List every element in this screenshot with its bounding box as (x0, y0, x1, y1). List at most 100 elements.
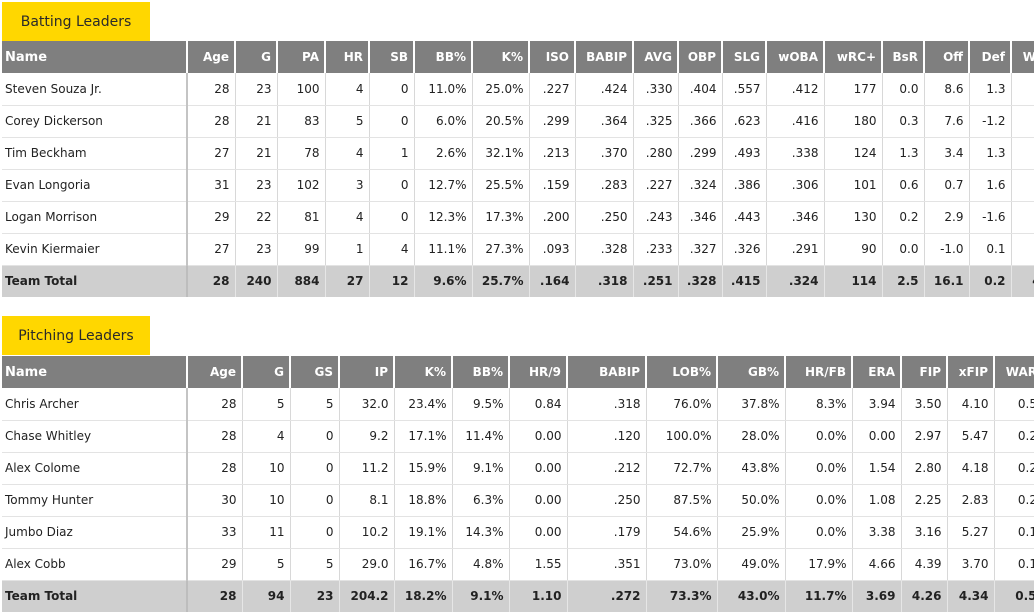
column-header-war[interactable]: WAR (1011, 41, 1034, 73)
stat-cell-wrcplus: 101 (824, 169, 883, 202)
player-name-cell[interactable]: Tommy Hunter (2, 484, 188, 517)
stat-cell-obp: .327 (678, 233, 723, 266)
column-header-gbpct[interactable]: GB% (717, 356, 786, 388)
column-header-g[interactable]: G (242, 356, 291, 388)
column-header-kpct[interactable]: K% (472, 41, 530, 73)
stat-cell-bbpct: 9.6% (414, 265, 473, 297)
stat-cell-g: 21 (235, 137, 278, 170)
column-header-name[interactable]: Name (2, 41, 188, 73)
stat-cell-sb: 4 (369, 233, 415, 266)
stat-cell-fip: 2.25 (901, 484, 948, 517)
column-header-xfip[interactable]: xFIP (947, 356, 995, 388)
column-header-age[interactable]: Age (187, 41, 236, 73)
column-header-age[interactable]: Age (187, 356, 243, 388)
column-header-ip[interactable]: IP (339, 356, 395, 388)
stat-cell-gbpct: 43.0% (717, 580, 786, 612)
column-header-woba[interactable]: wOBA (766, 41, 825, 73)
player-name-cell[interactable]: Chris Archer (2, 388, 188, 421)
stat-cell-iso: .213 (529, 137, 576, 170)
stat-cell-avg: .330 (633, 73, 679, 106)
column-header-kpct[interactable]: K% (394, 356, 453, 388)
column-header-iso[interactable]: ISO (529, 41, 576, 73)
stat-cell-wrcplus: 177 (824, 73, 883, 106)
player-name-cell[interactable]: Alex Cobb (2, 548, 188, 581)
player-name-cell[interactable]: Tim Beckham (2, 137, 188, 170)
column-header-era[interactable]: ERA (852, 356, 902, 388)
stat-cell-iso: .227 (529, 73, 576, 106)
stat-cell-lobpct: 76.0% (646, 388, 718, 421)
stat-cell-babip: .250 (575, 201, 634, 234)
column-header-slg[interactable]: SLG (722, 41, 767, 73)
stat-cell-ip: 9.2 (339, 420, 395, 453)
column-header-pa[interactable]: PA (277, 41, 326, 73)
column-header-hr[interactable]: HR (325, 41, 370, 73)
column-header-fip[interactable]: FIP (901, 356, 948, 388)
player-name-cell[interactable]: Jumbo Diaz (2, 516, 188, 549)
stat-cell-def: 1.6 (969, 169, 1012, 202)
column-header-hr-per-9[interactable]: HR/9 (509, 356, 568, 388)
stat-cell-war: 0.5 (994, 388, 1034, 421)
stat-cell-gs: 5 (290, 388, 340, 421)
player-name-cell[interactable]: Logan Morrison (2, 201, 188, 234)
column-header-gs[interactable]: GS (290, 356, 340, 388)
stat-cell-kpct: 25.0% (472, 73, 530, 106)
stat-cell-lobpct: 73.0% (646, 548, 718, 581)
stat-cell-sb: 0 (369, 169, 415, 202)
stat-cell-pa: 102 (277, 169, 326, 202)
stat-cell-age: 27 (187, 233, 236, 266)
column-header-babip[interactable]: BABIP (567, 356, 647, 388)
stat-cell-g: 21 (235, 105, 278, 138)
player-name-cell[interactable]: Chase Whitley (2, 420, 188, 453)
column-header-bsr[interactable]: BsR (882, 41, 925, 73)
column-header-babip[interactable]: BABIP (575, 41, 634, 73)
stat-cell-woba: .324 (766, 265, 825, 297)
player-name-cell[interactable]: Evan Longoria (2, 169, 188, 202)
stat-cell-pa: 78 (277, 137, 326, 170)
stat-cell-slg: .493 (722, 137, 767, 170)
stat-cell-hr-per-9: 0.00 (509, 420, 568, 453)
player-name-cell[interactable]: Kevin Kiermaier (2, 233, 188, 266)
column-header-def[interactable]: Def (969, 41, 1012, 73)
player-name-cell[interactable]: Alex Colome (2, 452, 188, 485)
stat-cell-xfip: 2.83 (947, 484, 995, 517)
column-header-war[interactable]: WAR (994, 356, 1034, 388)
stat-cell-babip: .212 (567, 452, 647, 485)
column-header-hr-per-fb[interactable]: HR/FB (785, 356, 853, 388)
column-header-name[interactable]: Name (2, 356, 188, 388)
table-row: Corey Dickerson 28 21 83 5 0 6.0% 20.5% .299.364… (2, 105, 1034, 138)
stat-cell-hr-per-9: 0.00 (509, 452, 568, 485)
stat-cell-hr-per-9: 1.55 (509, 548, 568, 581)
stat-cell-ip: 10.2 (339, 516, 395, 549)
column-header-sb[interactable]: SB (369, 41, 415, 73)
table-row: Tommy Hunter 30 10 0 8.1 18.8% 6.3% 0.00.250 87.… (2, 484, 1034, 517)
stat-cell-war: 0.2 (994, 420, 1034, 453)
column-header-wrcplus[interactable]: wRC+ (824, 41, 883, 73)
column-header-lobpct[interactable]: LOB% (646, 356, 718, 388)
stat-cell-fip: 2.80 (901, 452, 948, 485)
stat-cell-war: 0.2 (1011, 233, 1034, 266)
stat-cell-obp: .366 (678, 105, 723, 138)
column-header-bbpct[interactable]: BB% (452, 356, 510, 388)
stat-cell-gbpct: 49.0% (717, 548, 786, 581)
column-header-g[interactable]: G (235, 41, 278, 73)
column-header-off[interactable]: Off (924, 41, 970, 73)
stat-cell-sb: 0 (369, 201, 415, 234)
stat-cell-babip: .364 (575, 105, 634, 138)
column-header-bbpct[interactable]: BB% (414, 41, 473, 73)
player-name-cell[interactable]: Corey Dickerson (2, 105, 188, 138)
table-row: Alex Colome 28 10 0 11.2 15.9% 9.1% 0.00.212 72.… (2, 452, 1034, 485)
stat-cell-avg: .325 (633, 105, 679, 138)
column-header-obp[interactable]: OBP (678, 41, 723, 73)
stat-cell-def: -1.6 (969, 201, 1012, 234)
player-name-cell[interactable]: Steven Souza Jr. (2, 73, 188, 106)
stat-cell-bbpct: 6.3% (452, 484, 510, 517)
column-header-avg[interactable]: AVG (633, 41, 679, 73)
stat-cell-fip: 4.39 (901, 548, 948, 581)
stat-cell-hr: 4 (325, 201, 370, 234)
pitching-leaders-tab: Pitching Leaders (2, 316, 150, 355)
stat-cell-war: 0.5 (994, 580, 1034, 612)
stat-cell-war: 0.4 (1011, 201, 1034, 234)
stat-cell-age: 28 (187, 265, 236, 297)
stat-cell-babip: .272 (567, 580, 647, 612)
stat-cell-bbpct: 14.3% (452, 516, 510, 549)
